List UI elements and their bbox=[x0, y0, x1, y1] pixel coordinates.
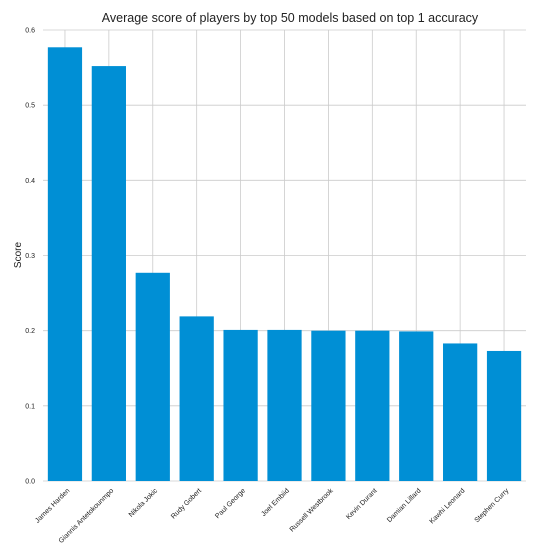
bar-kevin-durant bbox=[355, 330, 390, 481]
bar-joel-embiid bbox=[267, 329, 302, 481]
y-axis-label: Score bbox=[13, 242, 24, 269]
bar-giannis-antetokounmpo bbox=[91, 66, 126, 481]
chart-title: Average score of players by top 50 model… bbox=[102, 11, 479, 25]
y-tick-label: 0.5 bbox=[25, 103, 35, 110]
y-tick-labels: 0.0 0.1 0.2 0.3 0.4 0.5 0.6 bbox=[25, 28, 35, 486]
bar-damian-lillard bbox=[399, 331, 434, 481]
bar-stephen-curry bbox=[486, 350, 522, 481]
y-tick-label: 0.2 bbox=[25, 328, 35, 335]
bar-rudy-gobert bbox=[179, 316, 214, 481]
y-tick-label: 0.4 bbox=[25, 178, 35, 185]
y-tick-label: 0.3 bbox=[25, 253, 35, 260]
bar-paul-george bbox=[223, 329, 258, 481]
y-tick-label: 0.6 bbox=[25, 28, 35, 35]
bars bbox=[47, 47, 522, 482]
bar-james-harden bbox=[47, 47, 83, 482]
y-tick-label: 0.1 bbox=[25, 403, 35, 410]
bar-kawhi-leonard bbox=[443, 343, 478, 481]
y-tick-label: 0.0 bbox=[25, 479, 35, 486]
bar-nikola-jokic bbox=[135, 272, 170, 481]
bar-russell-westbrook bbox=[311, 330, 346, 481]
